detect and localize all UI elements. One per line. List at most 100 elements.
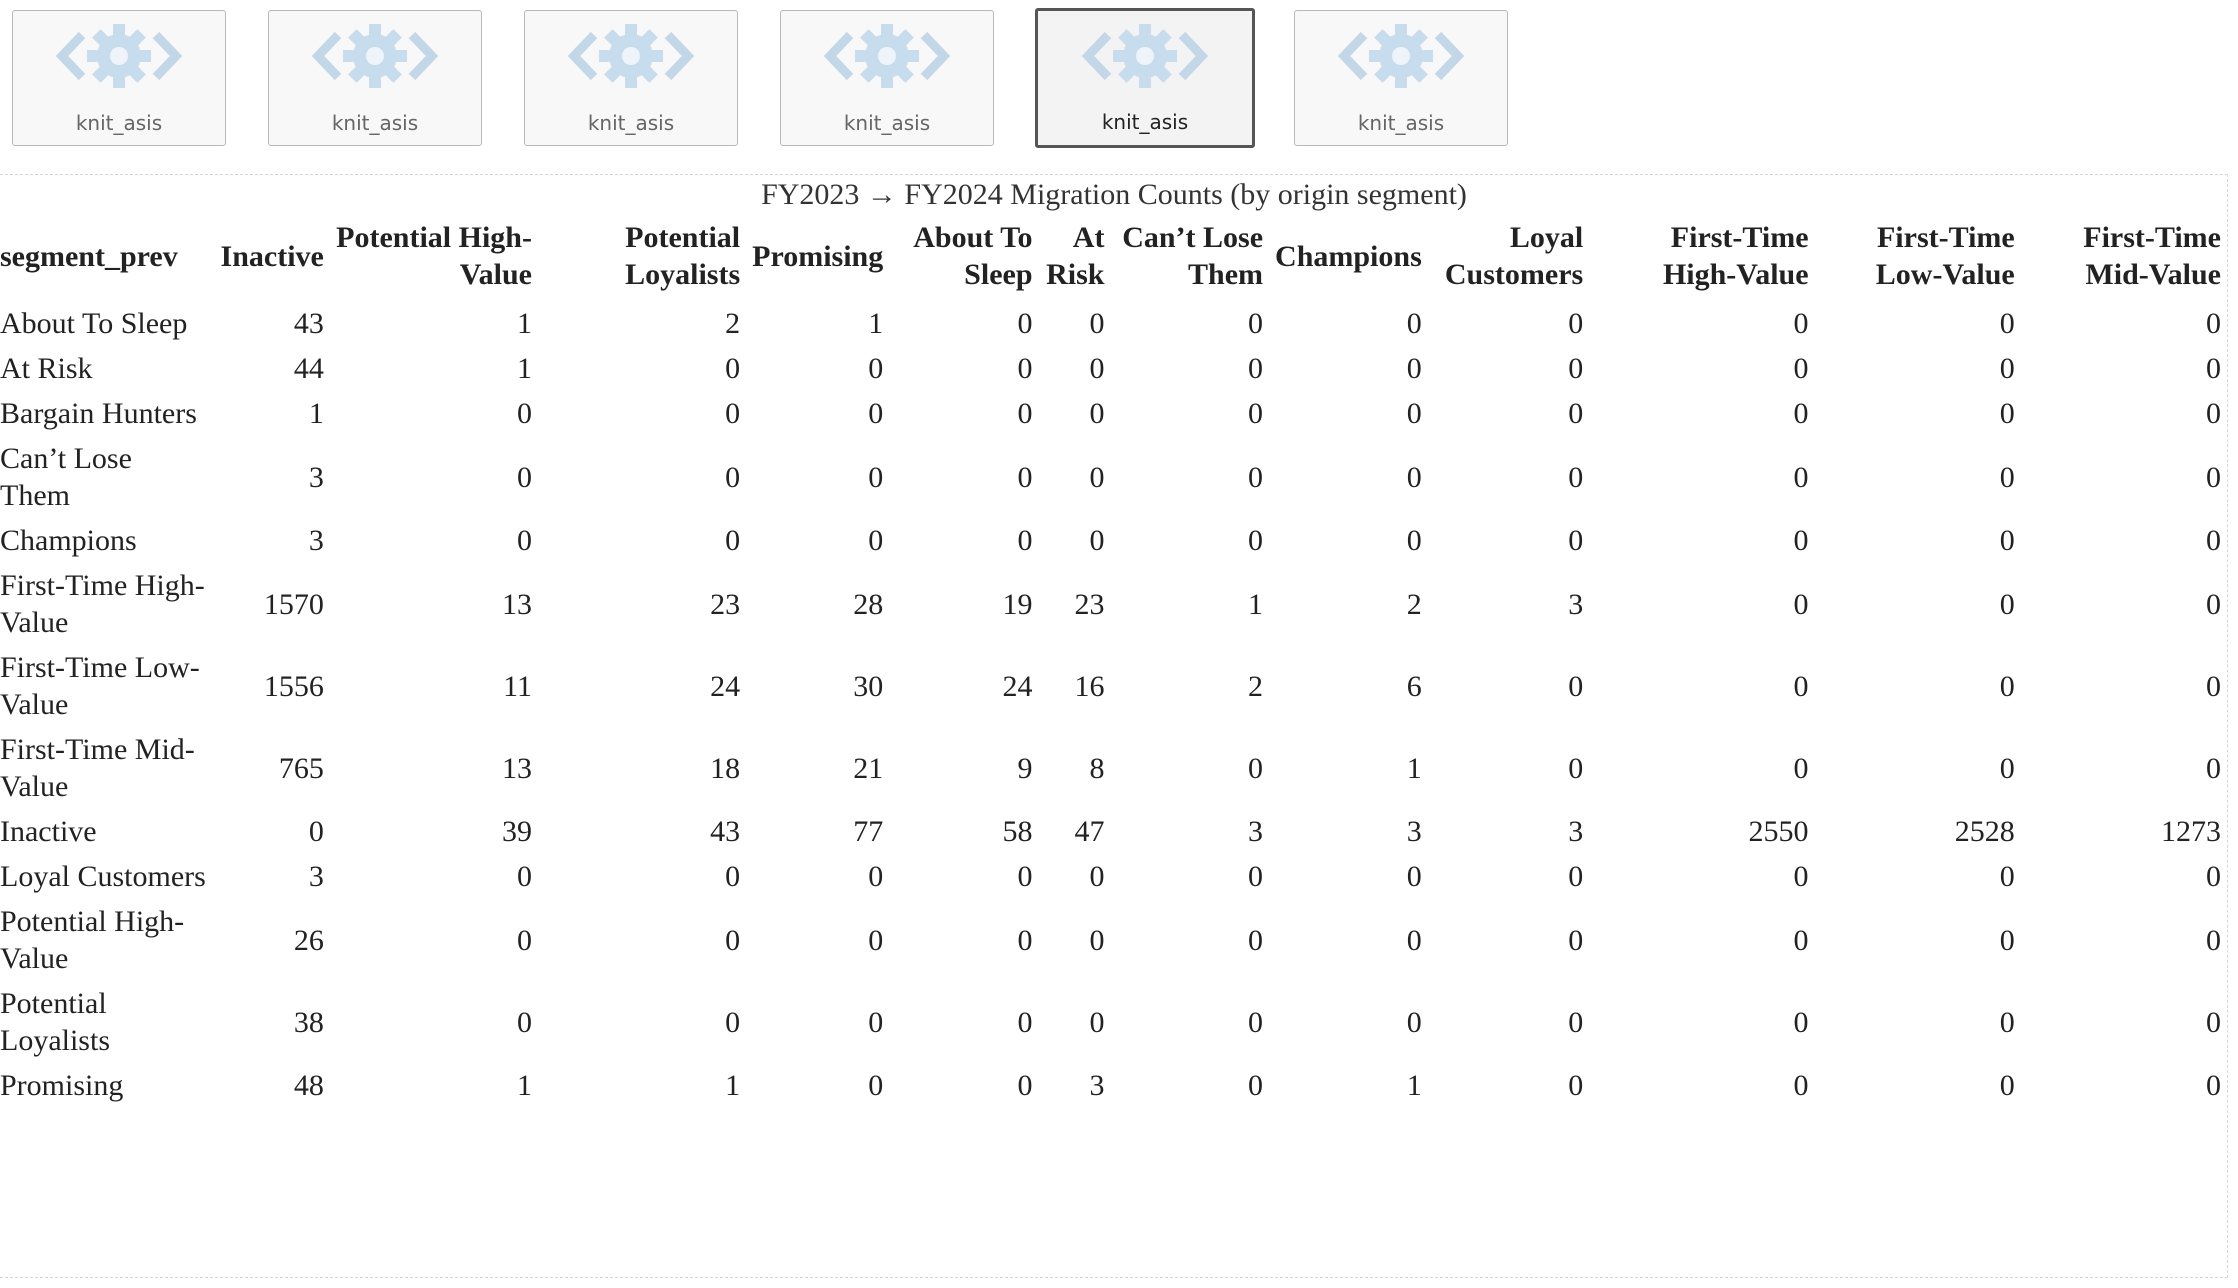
count-cell: 0	[2206, 860, 2221, 893]
count-cell: 0	[1568, 524, 1584, 557]
count-cell: 3	[1568, 815, 1584, 848]
count-cell: 0	[868, 397, 884, 430]
count-cell: 0	[1568, 669, 1584, 703]
count-cell: 0	[516, 397, 532, 430]
row-label: Champions	[0, 524, 137, 557]
count-cell: 13	[501, 587, 532, 621]
count-cell: 0	[1793, 587, 1809, 621]
column-header: Loyal Customers	[1444, 221, 1584, 291]
count-cell: 0	[868, 923, 884, 957]
migration-table: segment_prev Inactive Potential High-Value…	[0, 219, 2227, 1108]
code-gear-icon	[1336, 21, 1466, 91]
count-cell: 3	[308, 524, 324, 557]
count-cell: 0	[1568, 923, 1584, 957]
count-cell: 1	[1406, 751, 1422, 785]
column-header: segment_prev	[0, 239, 178, 273]
count-cell: 0	[1406, 352, 1422, 385]
count-cell: 0	[516, 923, 532, 957]
tab-label: knit_asis	[75, 111, 163, 135]
count-cell: 0	[1793, 751, 1809, 785]
count-cell: 0	[1017, 397, 1033, 430]
count-cell: 0	[725, 460, 741, 494]
count-cell: 1	[516, 1069, 532, 1102]
count-cell: 2550	[1748, 815, 1809, 848]
row-label: First-Time Mid-Value	[0, 733, 195, 803]
tab-knit-asis-5[interactable]: knit_asis	[1035, 8, 1255, 148]
tab-knit-asis-6[interactable]: knit_asis	[1294, 10, 1508, 146]
count-cell: 47	[1074, 815, 1105, 848]
count-cell: 0	[1568, 460, 1584, 494]
count-cell: 0	[2206, 460, 2221, 494]
count-cell: 0	[1568, 1069, 1584, 1102]
count-cell: 0	[1793, 669, 1809, 703]
count-cell: 44	[293, 352, 324, 385]
code-gear-icon	[822, 21, 952, 91]
count-cell: 0	[1248, 397, 1264, 430]
count-cell: 0	[2206, 751, 2221, 785]
count-cell: 0	[1568, 1005, 1584, 1039]
count-cell: 0	[868, 1069, 884, 1102]
count-cell: 0	[1999, 352, 2015, 385]
count-cell: 24	[1002, 669, 1033, 703]
tab-label: knit_asis	[587, 111, 675, 135]
count-cell: 0	[1017, 1069, 1033, 1102]
count-cell: 2	[1248, 669, 1264, 703]
count-cell: 3	[1406, 815, 1422, 848]
tab-knit-asis-1[interactable]: knit_asis	[12, 10, 226, 146]
column-header: Can’t Lose Them	[1122, 221, 1264, 291]
tab-knit-asis-2[interactable]: knit_asis	[268, 10, 482, 146]
count-cell: 0	[2206, 307, 2221, 340]
count-cell: 0	[1793, 460, 1809, 494]
row-label: Potential Loyalists	[0, 987, 110, 1057]
table-row: Promising 48 1 1 0 0 3 0 1 0 0 0 0	[0, 1063, 2227, 1108]
count-cell: 0	[725, 860, 741, 893]
count-cell: 0	[1089, 923, 1105, 957]
count-cell: 58	[1002, 815, 1033, 848]
count-cell: 48	[293, 1069, 324, 1102]
count-cell: 39	[501, 815, 532, 848]
count-cell: 2	[725, 307, 741, 340]
count-cell: 3	[308, 860, 324, 893]
count-cell: 24	[710, 669, 741, 703]
count-cell: 0	[516, 524, 532, 557]
count-cell: 0	[1248, 1069, 1264, 1102]
tab-label: knit_asis	[1357, 111, 1445, 135]
count-cell: 0	[1406, 923, 1422, 957]
count-cell: 0	[1248, 352, 1264, 385]
count-cell: 38	[293, 1005, 324, 1039]
table-row: Potential High-Value 26 0 0 0 0 0 0 0 0 0 0 0	[0, 899, 2227, 981]
count-cell: 1	[868, 307, 884, 340]
table-row: First-Time Mid-Value 765 13 18 21 9 8 0 1 0 0 0 0	[0, 727, 2227, 809]
count-cell: 0	[2206, 397, 2221, 430]
count-cell: 0	[1568, 307, 1584, 340]
table-row: Champions 3 0 0 0 0 0 0 0 0 0 0 0	[0, 518, 2227, 563]
count-cell: 0	[1089, 460, 1105, 494]
count-cell: 77	[853, 815, 884, 848]
row-label: Can’t Lose Them	[0, 442, 132, 512]
tab-knit-asis-3[interactable]: knit_asis	[524, 10, 738, 146]
count-cell: 0	[1999, 751, 2015, 785]
count-cell: 43	[710, 815, 741, 848]
count-cell: 0	[516, 460, 532, 494]
count-cell: 8	[1089, 751, 1105, 785]
table-row: Can’t Lose Them 3 0 0 0 0 0 0 0 0 0 0 0	[0, 436, 2227, 518]
count-cell: 0	[1089, 307, 1105, 340]
table-row: At Risk 44 1 0 0 0 0 0 0 0 0 0 0	[0, 346, 2227, 391]
count-cell: 0	[1999, 524, 2015, 557]
column-header: Inactive	[220, 239, 324, 273]
row-label: Potential High-Value	[0, 905, 185, 975]
count-cell: 0	[1248, 460, 1264, 494]
row-label: At Risk	[0, 352, 93, 385]
count-cell: 0	[1999, 860, 2015, 893]
count-cell: 0	[1248, 923, 1264, 957]
row-label: Loyal Customers	[0, 860, 206, 893]
count-cell: 0	[1089, 397, 1105, 430]
count-cell: 0	[1406, 397, 1422, 430]
table-row: Loyal Customers 3 0 0 0 0 0 0 0 0 0 0 0	[0, 854, 2227, 899]
table-row: Bargain Hunters 1 0 0 0 0 0 0 0 0 0 0 0	[0, 391, 2227, 436]
count-cell: 0	[2206, 1069, 2221, 1102]
count-cell: 3	[1089, 1069, 1105, 1102]
count-cell: 0	[1406, 1005, 1422, 1039]
tab-knit-asis-4[interactable]: knit_asis	[780, 10, 994, 146]
row-label: Bargain Hunters	[0, 397, 197, 430]
